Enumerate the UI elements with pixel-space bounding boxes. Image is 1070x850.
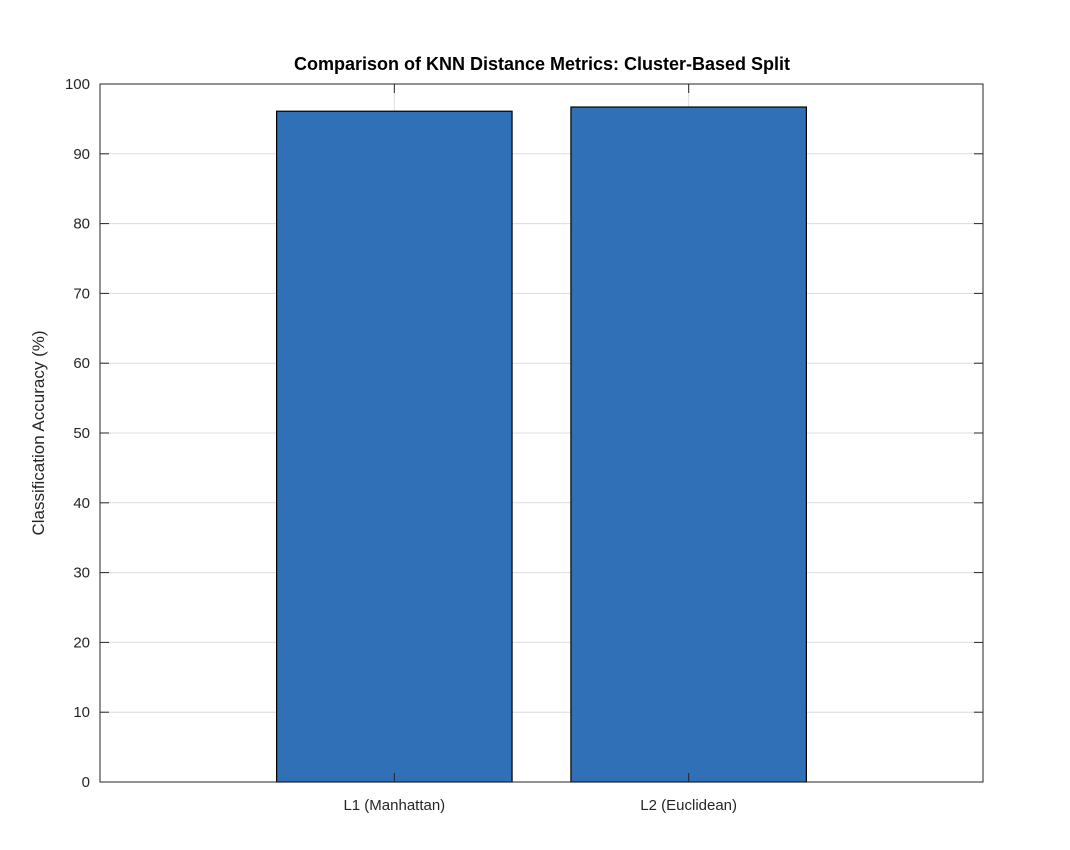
bar <box>570 106 808 783</box>
y-tick-label: 20 <box>73 634 90 651</box>
y-tick-label: 100 <box>65 76 90 93</box>
grid-lines <box>100 83 983 783</box>
y-axis-ticks: 0 10 20 30 40 50 60 70 80 90 100 <box>65 76 983 791</box>
y-tick-label: 0 <box>82 774 90 791</box>
y-tick-label: 60 <box>73 355 90 372</box>
y-tick-label: 30 <box>73 565 90 582</box>
y-tick-label: 10 <box>73 704 90 721</box>
bar <box>276 110 513 783</box>
y-tick-label: 90 <box>73 146 90 163</box>
x-axis-ticks: L1 (Manhattan) L2 (Euclidean) <box>343 84 737 814</box>
bars <box>276 106 808 783</box>
x-tick-label: L2 (Euclidean) <box>640 797 737 814</box>
x-tick-label: L1 (Manhattan) <box>343 797 445 814</box>
y-tick-label: 80 <box>73 216 90 233</box>
y-tick-label: 50 <box>73 425 90 442</box>
chart-title: Comparison of KNN Distance Metrics: Clus… <box>294 54 790 74</box>
y-tick-label: 70 <box>73 285 90 302</box>
y-tick-label: 40 <box>73 495 90 512</box>
y-axis-label: Classification Accuracy (%) <box>29 330 48 535</box>
